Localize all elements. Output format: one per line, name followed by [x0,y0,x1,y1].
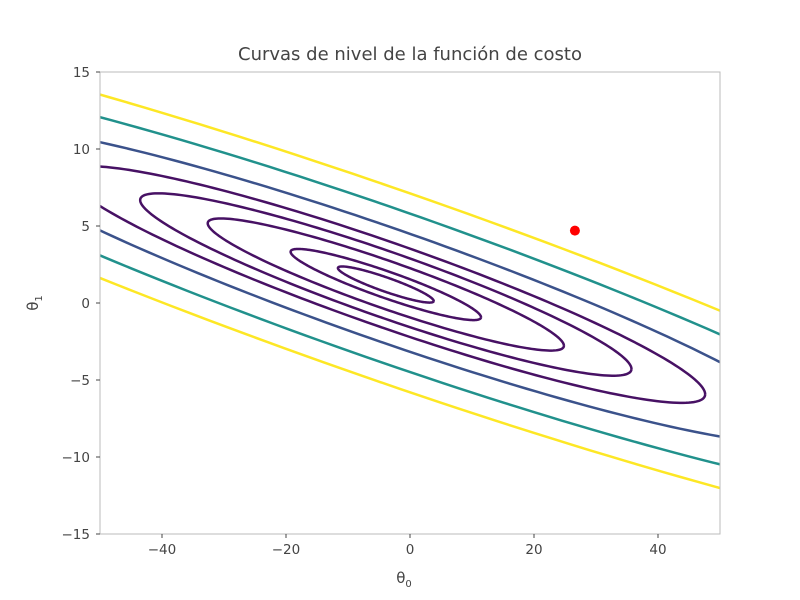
x-axis-label: θ0 [396,569,412,590]
contour-line-3 [206,217,566,352]
y-axis-label-symbol: θ [24,302,42,311]
y-axis-label-subscript: 1 [34,295,45,301]
y-tick-label: −10 [62,450,91,466]
y-tick-label: 0 [81,296,90,312]
x-tick-label: −20 [272,542,301,558]
x-tick-label: 40 [649,542,666,558]
contour-line-1 [336,265,435,304]
y-tick-label: 15 [73,65,90,81]
chart-title: Curvas de nivel de la función de costo [238,44,582,65]
contour-line-7 [100,115,720,466]
x-tick-label: 0 [406,542,415,558]
ticks-layer: −40 −20 0 20 40 −15 −10 −5 0 5 10 15 [62,65,667,558]
contour-line-8 [100,93,720,490]
y-axis-label: θ1 [24,295,45,311]
plot-frame [99,71,721,535]
contour-line-5 [100,165,707,405]
contour-layer [100,93,720,490]
y-tick-label: 5 [81,219,90,235]
marker-point [569,225,580,236]
contour-line-2 [289,247,483,322]
x-tick-label: −40 [148,542,177,558]
x-axis-label-symbol: θ [396,569,405,587]
point-layer [569,225,580,236]
x-tick-label: 20 [525,542,542,558]
y-tick-label: −5 [70,373,90,389]
contour-line-6 [100,140,720,438]
y-tick-label: 10 [73,142,90,158]
y-tick-label: −15 [62,527,91,543]
contour-line-4 [138,192,633,377]
x-axis-label-subscript: 0 [405,579,411,590]
